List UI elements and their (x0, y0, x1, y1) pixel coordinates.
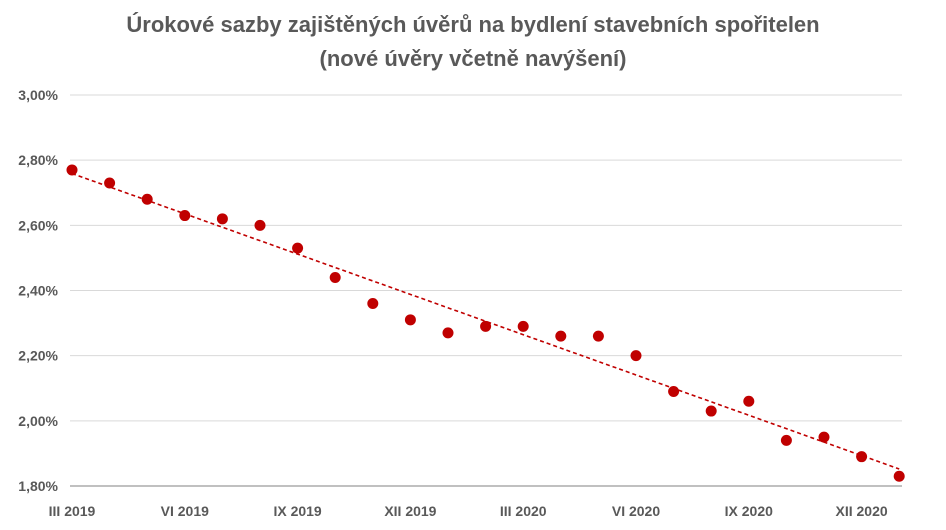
y-tick-label: 2,20% (18, 348, 58, 364)
data-point (141, 193, 153, 205)
data-point (592, 330, 604, 342)
y-tick-label: 3,00% (18, 87, 58, 103)
x-tick-label: III 2020 (500, 503, 547, 519)
data-point (216, 213, 228, 225)
data-point (705, 405, 717, 417)
chart-title: Úrokové sazby zajištěných úvěrů na bydle… (126, 12, 820, 37)
y-tick-label: 2,00% (18, 413, 58, 429)
data-point (517, 320, 529, 332)
x-tick-label: XII 2019 (384, 503, 436, 519)
x-tick-label: III 2019 (49, 503, 96, 519)
data-point (780, 434, 792, 446)
data-point (179, 210, 191, 222)
data-point (329, 271, 341, 283)
x-tick-label: IX 2020 (725, 503, 773, 519)
data-point (367, 298, 379, 310)
data-point (480, 320, 492, 332)
x-tick-label: XII 2020 (836, 503, 888, 519)
chart-subtitle: (nové úvěry včetně navýšení) (319, 46, 627, 71)
data-point (104, 177, 116, 189)
data-point (743, 395, 755, 407)
data-point (555, 330, 567, 342)
y-tick-label: 1,80% (18, 478, 58, 494)
y-tick-label: 2,80% (18, 152, 58, 168)
data-point (254, 219, 266, 231)
data-point (404, 314, 416, 326)
x-tick-label: VI 2020 (612, 503, 660, 519)
data-point (668, 386, 680, 398)
data-point (818, 431, 830, 443)
tick-labels: 1,80% 2,00% 2,20% 2,40% 2,60% 2,80% 3,00% III 2… (18, 87, 888, 519)
y-tick-label: 2,60% (18, 217, 58, 233)
x-tick-label: IX 2019 (273, 503, 321, 519)
x-tick-label: VI 2019 (161, 503, 209, 519)
data-points (66, 164, 905, 482)
trendline (71, 172, 900, 470)
data-point (66, 164, 78, 176)
gridlines (70, 94, 902, 422)
y-tick-label: 2,40% (18, 283, 58, 299)
data-point (856, 451, 868, 463)
data-point (442, 327, 454, 339)
data-point (893, 470, 905, 482)
data-point (630, 350, 642, 362)
trendline-group (71, 172, 900, 470)
data-point (292, 242, 304, 254)
